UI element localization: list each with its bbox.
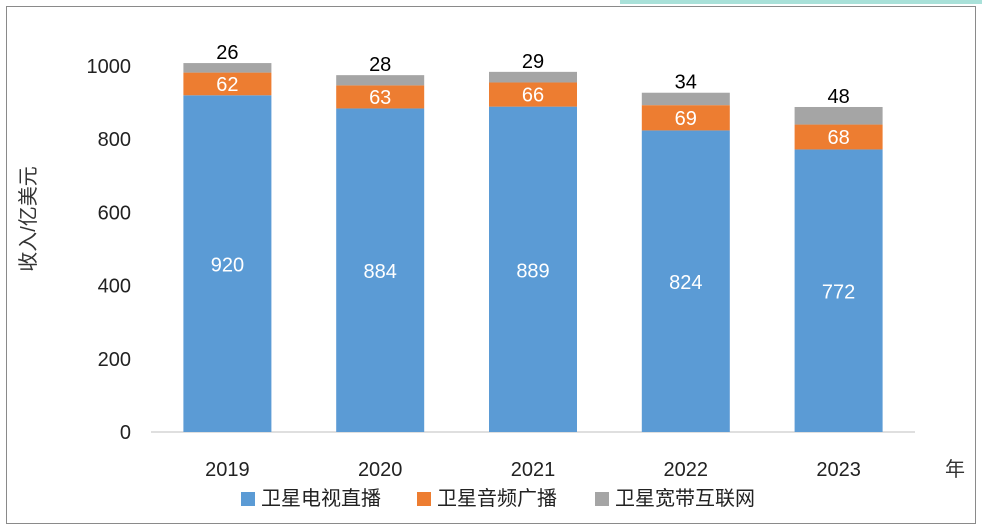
x-tick-label: 2022 <box>664 459 709 481</box>
bar-segment <box>183 95 272 432</box>
bar-segment <box>336 75 425 86</box>
x-tick-label: 2019 <box>205 459 250 481</box>
x-tick-label: 2021 <box>511 459 556 481</box>
top-accent-bar <box>620 0 982 4</box>
x-tick-label: 2020 <box>358 459 403 481</box>
data-label: 69 <box>675 108 697 130</box>
data-label: 63 <box>369 87 391 109</box>
legend-label: 卫星音频广播 <box>437 487 557 510</box>
stacked-bar-chart: 0 200 400 600 800 1000 2019 2020 2021 2022 2023 9… <box>17 42 965 510</box>
legend-label: 卫星电视直播 <box>261 487 381 510</box>
data-label: 884 <box>364 261 397 283</box>
bar-segment <box>183 63 272 73</box>
data-label: 68 <box>827 127 849 149</box>
y-tick-label: 1000 <box>87 56 132 78</box>
bar-segment <box>183 72 272 96</box>
data-label: 772 <box>822 282 855 304</box>
x-axis-unit-label: 年 <box>945 458 965 481</box>
bar-segment <box>641 92 730 106</box>
y-axis-title: 收入/亿美元 <box>17 166 40 272</box>
bars-group <box>183 63 883 433</box>
legend-swatch <box>241 492 255 506</box>
legend-label: 卫星宽带互联网 <box>615 487 755 510</box>
y-tick-label: 200 <box>98 349 131 371</box>
data-label: 48 <box>827 86 849 108</box>
bar-segment <box>641 105 730 131</box>
bar-segment <box>336 85 425 109</box>
bar-segment <box>489 71 577 83</box>
bar-segment <box>336 108 425 433</box>
data-label: 889 <box>516 260 549 282</box>
data-label: 29 <box>522 51 544 73</box>
data-label: 920 <box>211 255 244 277</box>
y-tick-label: 400 <box>98 276 131 298</box>
bar-segment <box>794 124 883 150</box>
legend: 卫星电视直播 卫星音频广播 卫星宽带互联网 <box>241 487 755 510</box>
bar-segment <box>641 130 730 432</box>
bar-segment <box>794 149 883 432</box>
x-axis: 2019 2020 2021 2022 2023 <box>151 431 915 481</box>
chart-frame: 0 200 400 600 800 1000 2019 2020 2021 2022 2023 9… <box>6 6 976 524</box>
data-label: 66 <box>522 85 544 107</box>
legend-swatch <box>417 492 431 506</box>
bar-segment <box>794 106 883 125</box>
data-label: 28 <box>369 54 391 76</box>
bar-segment <box>489 106 577 432</box>
bar-segment <box>489 82 577 107</box>
y-tick-label: 0 <box>120 422 131 444</box>
y-axis: 0 200 400 600 800 1000 <box>87 56 132 444</box>
y-tick-label: 600 <box>98 202 131 224</box>
data-label: 62 <box>216 74 238 96</box>
y-tick-label: 800 <box>98 129 131 151</box>
data-labels-group: 920 62 26 884 63 28 889 66 29 824 69 34 772 68 48 <box>211 42 856 304</box>
data-label: 824 <box>669 272 702 294</box>
legend-swatch <box>595 492 609 506</box>
data-label: 34 <box>675 72 697 94</box>
x-tick-label: 2023 <box>816 459 861 481</box>
data-label: 26 <box>216 42 238 64</box>
